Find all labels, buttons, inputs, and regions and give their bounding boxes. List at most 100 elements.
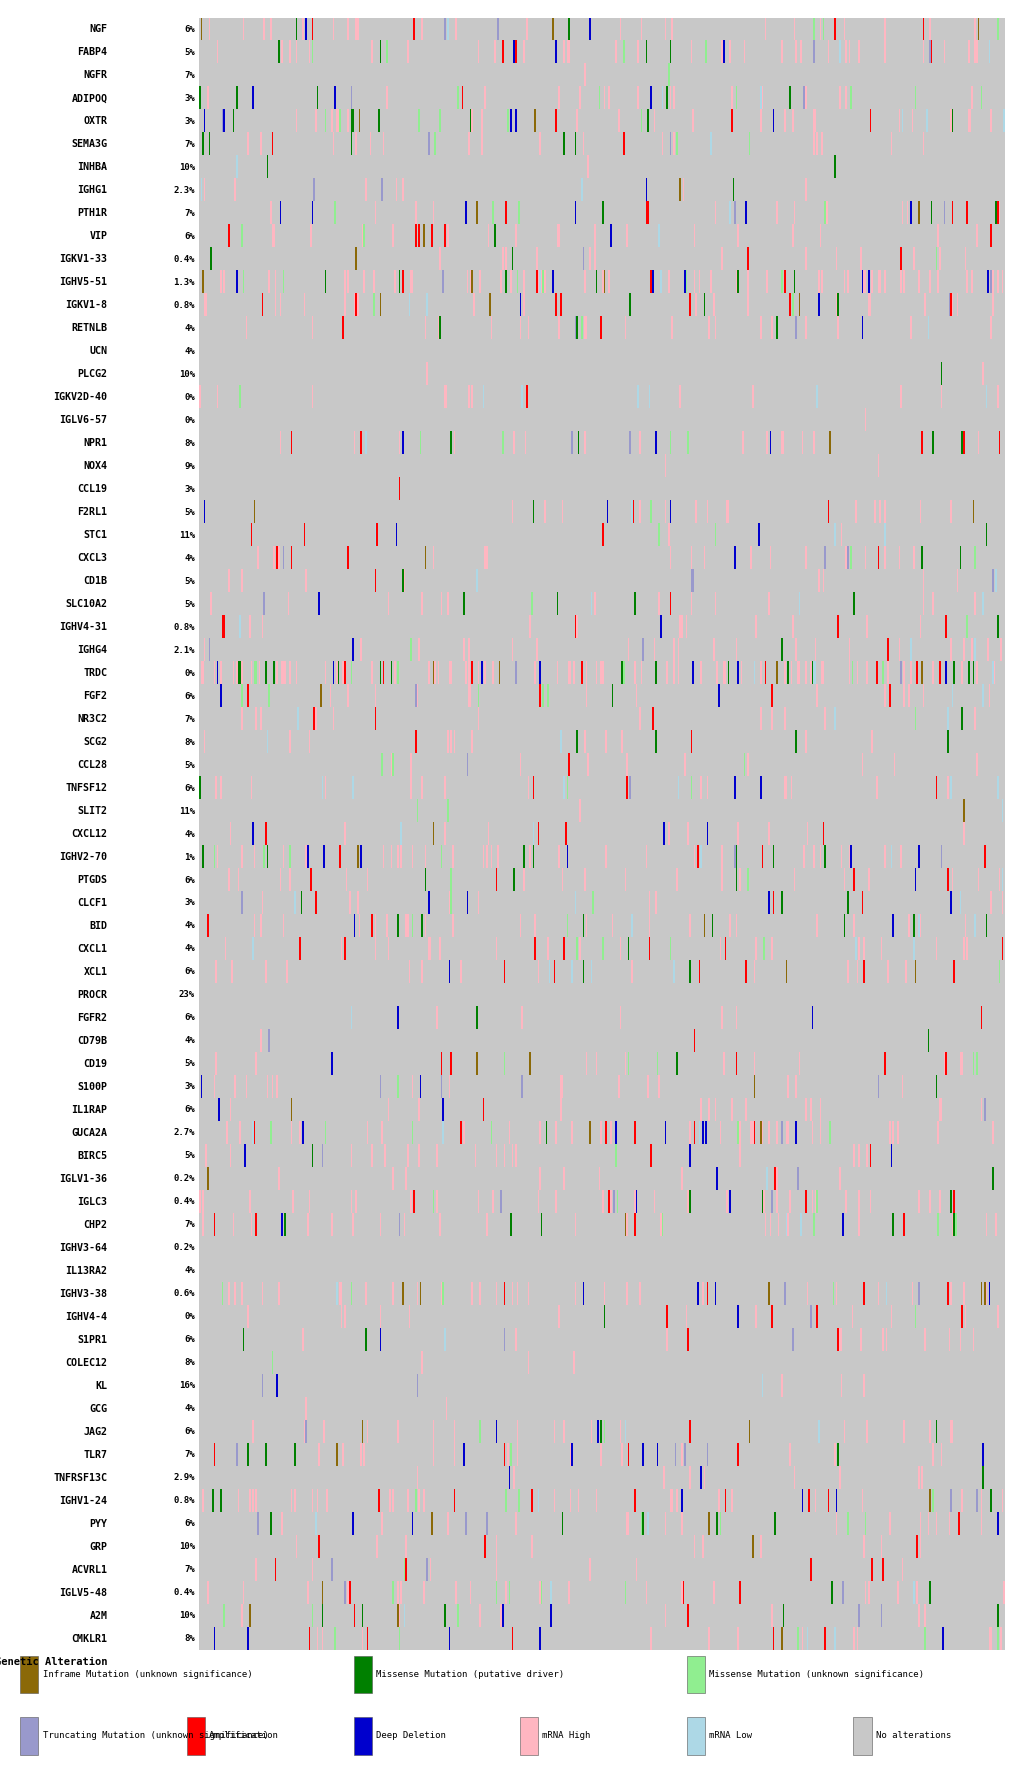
- Text: 1%: 1%: [184, 853, 195, 862]
- Bar: [686, 1656, 704, 1693]
- Text: 5%: 5%: [184, 48, 195, 57]
- Text: NGF: NGF: [90, 25, 107, 34]
- Bar: [199, 87, 1004, 111]
- Bar: [199, 1627, 1004, 1650]
- Bar: [354, 1716, 371, 1755]
- Text: 3%: 3%: [184, 116, 195, 127]
- Text: 3%: 3%: [184, 95, 195, 103]
- Text: TLR7: TLR7: [84, 1450, 107, 1459]
- Bar: [199, 1397, 1004, 1420]
- Text: 6%: 6%: [184, 1427, 195, 1436]
- Text: 10%: 10%: [178, 369, 195, 378]
- Text: 0.2%: 0.2%: [173, 1174, 195, 1183]
- Bar: [199, 960, 1004, 983]
- Bar: [186, 1716, 205, 1755]
- Text: 7%: 7%: [184, 715, 195, 724]
- Bar: [199, 1350, 1004, 1374]
- Text: 7%: 7%: [184, 1220, 195, 1229]
- Text: 6%: 6%: [184, 1013, 195, 1022]
- Text: NR3C2: NR3C2: [77, 714, 107, 724]
- Bar: [199, 41, 1004, 64]
- Text: IGHV5-51: IGHV5-51: [59, 277, 107, 287]
- Text: CXCL12: CXCL12: [71, 830, 107, 838]
- Text: 0.4%: 0.4%: [173, 1588, 195, 1597]
- Text: 7%: 7%: [184, 139, 195, 148]
- Text: 3%: 3%: [184, 899, 195, 908]
- Text: 7%: 7%: [184, 1565, 195, 1573]
- Text: 10%: 10%: [178, 1611, 195, 1620]
- Bar: [199, 339, 1004, 362]
- Text: IGHV2-70: IGHV2-70: [59, 853, 107, 862]
- Text: SCG2: SCG2: [84, 737, 107, 747]
- Text: GCG: GCG: [90, 1404, 107, 1413]
- Text: Missense Mutation (putative driver): Missense Mutation (putative driver): [375, 1670, 564, 1679]
- Text: 11%: 11%: [178, 530, 195, 539]
- Bar: [853, 1716, 870, 1755]
- Text: 23%: 23%: [178, 990, 195, 999]
- Bar: [199, 592, 1004, 615]
- Bar: [520, 1716, 538, 1755]
- Text: 0.4%: 0.4%: [173, 255, 195, 264]
- Text: S100P: S100P: [77, 1081, 107, 1092]
- Text: 5%: 5%: [184, 599, 195, 608]
- Text: CMKLR1: CMKLR1: [71, 1634, 107, 1643]
- Text: NGFR: NGFR: [84, 70, 107, 80]
- Text: 16%: 16%: [178, 1381, 195, 1390]
- Text: IGHG1: IGHG1: [77, 186, 107, 194]
- Bar: [199, 318, 1004, 339]
- Text: OXTR: OXTR: [84, 116, 107, 127]
- Text: SLC10A2: SLC10A2: [65, 599, 107, 608]
- Text: Inframe Mutation (unknown significance): Inframe Mutation (unknown significance): [43, 1670, 252, 1679]
- Text: CD19: CD19: [84, 1060, 107, 1069]
- Bar: [199, 1374, 1004, 1397]
- Text: 0%: 0%: [184, 1313, 195, 1322]
- Bar: [199, 1236, 1004, 1260]
- Text: 8%: 8%: [184, 1634, 195, 1643]
- Text: Deep Deletion: Deep Deletion: [375, 1730, 445, 1741]
- Text: FABP4: FABP4: [77, 48, 107, 57]
- Text: IL13RA2: IL13RA2: [65, 1267, 107, 1276]
- Bar: [199, 892, 1004, 915]
- Bar: [199, 178, 1004, 202]
- Bar: [199, 1466, 1004, 1490]
- Bar: [20, 1656, 39, 1693]
- Text: 4%: 4%: [184, 944, 195, 953]
- Text: 0.8%: 0.8%: [173, 623, 195, 632]
- Text: 6%: 6%: [184, 967, 195, 976]
- Text: 4%: 4%: [184, 323, 195, 334]
- Text: IGHG4: IGHG4: [77, 646, 107, 655]
- Text: NPR1: NPR1: [84, 439, 107, 448]
- Text: 6%: 6%: [184, 692, 195, 701]
- Text: 4%: 4%: [184, 830, 195, 838]
- Bar: [199, 615, 1004, 639]
- Bar: [199, 639, 1004, 662]
- Bar: [199, 132, 1004, 155]
- Text: IL1RAP: IL1RAP: [71, 1104, 107, 1115]
- Text: Amplification: Amplification: [209, 1730, 279, 1741]
- Bar: [199, 1167, 1004, 1190]
- Text: 0.4%: 0.4%: [173, 1197, 195, 1206]
- Bar: [199, 1283, 1004, 1306]
- Text: KL: KL: [96, 1381, 107, 1392]
- Text: PLCG2: PLCG2: [77, 369, 107, 380]
- Text: FGF2: FGF2: [84, 690, 107, 701]
- Text: 5%: 5%: [184, 760, 195, 769]
- Bar: [199, 1443, 1004, 1466]
- Text: 2.3%: 2.3%: [173, 186, 195, 194]
- Bar: [199, 1536, 1004, 1557]
- Bar: [199, 662, 1004, 685]
- Bar: [199, 1557, 1004, 1581]
- Text: FGFR2: FGFR2: [77, 1013, 107, 1022]
- Text: 4%: 4%: [184, 1404, 195, 1413]
- Text: COLEC12: COLEC12: [65, 1358, 107, 1368]
- Bar: [199, 1076, 1004, 1099]
- Bar: [199, 362, 1004, 385]
- Text: PROCR: PROCR: [77, 990, 107, 1001]
- Bar: [354, 1656, 371, 1693]
- Text: Genetic Alteration: Genetic Alteration: [0, 1657, 107, 1666]
- Text: GRP: GRP: [90, 1541, 107, 1552]
- Text: 4%: 4%: [184, 922, 195, 931]
- Bar: [199, 1420, 1004, 1443]
- Text: 0%: 0%: [184, 669, 195, 678]
- Bar: [199, 1213, 1004, 1236]
